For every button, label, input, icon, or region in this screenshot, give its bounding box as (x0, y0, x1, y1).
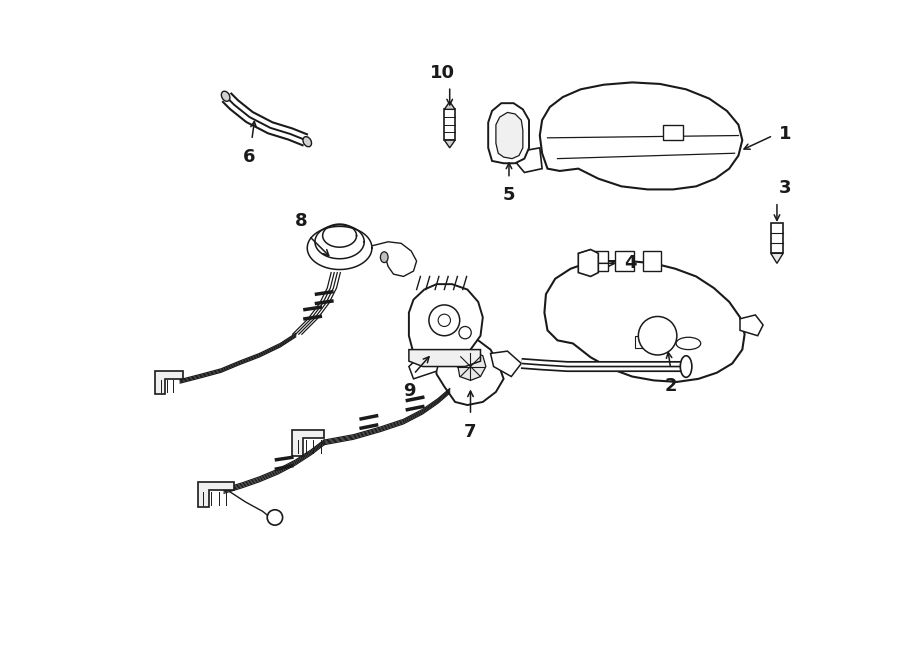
Polygon shape (198, 482, 234, 508)
Polygon shape (770, 253, 783, 263)
Polygon shape (663, 125, 683, 140)
Polygon shape (616, 251, 634, 271)
Polygon shape (409, 354, 440, 379)
Polygon shape (634, 336, 650, 348)
Ellipse shape (303, 137, 311, 147)
Ellipse shape (381, 252, 388, 262)
Text: 5: 5 (503, 186, 515, 204)
Ellipse shape (680, 356, 692, 377)
Polygon shape (770, 223, 783, 253)
Polygon shape (517, 148, 542, 173)
Text: 8: 8 (295, 212, 308, 230)
Text: 1: 1 (778, 125, 791, 143)
Ellipse shape (221, 91, 230, 101)
Circle shape (638, 317, 677, 355)
Polygon shape (491, 351, 521, 377)
Polygon shape (435, 336, 504, 405)
Polygon shape (740, 315, 763, 336)
Circle shape (459, 327, 472, 339)
Polygon shape (540, 83, 742, 190)
Polygon shape (445, 109, 455, 140)
Text: 6: 6 (243, 148, 256, 166)
Text: 4: 4 (625, 254, 637, 272)
Polygon shape (409, 350, 481, 367)
Polygon shape (457, 351, 486, 380)
Circle shape (267, 510, 283, 525)
Polygon shape (445, 140, 455, 148)
Text: 2: 2 (664, 377, 677, 395)
Text: 3: 3 (778, 179, 791, 197)
Polygon shape (292, 430, 324, 456)
Polygon shape (643, 251, 662, 271)
Polygon shape (590, 251, 608, 271)
Polygon shape (445, 102, 455, 109)
Text: 7: 7 (464, 423, 477, 441)
Polygon shape (496, 112, 523, 159)
Circle shape (438, 314, 451, 327)
Text: 9: 9 (402, 382, 415, 400)
Polygon shape (544, 261, 744, 382)
Polygon shape (488, 103, 529, 163)
Text: 10: 10 (429, 63, 454, 81)
Polygon shape (579, 249, 599, 276)
Circle shape (429, 305, 460, 336)
Polygon shape (155, 371, 183, 394)
Polygon shape (409, 284, 482, 361)
